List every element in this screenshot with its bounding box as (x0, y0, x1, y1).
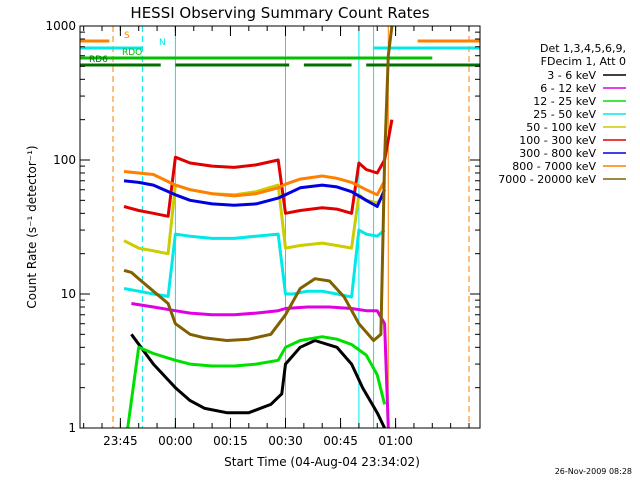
legend-entry-label: 800 - 7000 keV (512, 160, 596, 173)
y-tick-label: 100 (53, 153, 76, 167)
legend-entry-label: 3 - 6 keV (547, 69, 596, 82)
series-line (123, 179, 386, 208)
y-axis: 1 10 100 1000 (45, 19, 480, 435)
legend-header-line-1: Det 1,3,4,5,6,9, (540, 42, 626, 55)
y-tick-label: 1000 (45, 19, 76, 33)
x-tick-label: 00:15 (213, 434, 248, 448)
legend: Det 1,3,4,5,6,9, FDecim 1, Att 0 3 - 6 k… (498, 42, 626, 186)
series-lines (123, 25, 394, 429)
x-tick-label: 01:00 (378, 434, 413, 448)
legend-entry-label: 50 - 100 keV (526, 121, 596, 134)
x-axis: 23:45 00:00 00:15 00:30 00:45 01:00 (83, 26, 470, 448)
legend-entry-label: 7000 - 20000 keV (498, 173, 596, 186)
flag-label: RDO (122, 48, 142, 58)
legend-entry-label: 12 - 25 keV (533, 95, 596, 108)
x-axis-label: Start Time (04-Aug-04 23:34:02) (224, 455, 420, 469)
legend-entry-label: 25 - 50 keV (533, 108, 596, 121)
x-tick-label: 00:00 (158, 434, 193, 448)
legend-entry-label: 300 - 800 keV (519, 147, 596, 160)
y-axis-label: Count Rate (s⁻¹ detector⁻¹) (25, 145, 39, 308)
series-line (126, 335, 387, 429)
series-line (123, 228, 386, 299)
legend-entry-label: 6 - 12 keV (540, 82, 596, 95)
y-tick-label: 1 (68, 421, 76, 435)
series-line (123, 170, 386, 198)
series-line (130, 333, 386, 429)
chart-title: HESSI Observing Summary Count Rates (130, 4, 429, 22)
legend-header-line-2: FDecim 1, Att 0 (541, 55, 626, 68)
flag-label: RD6 (89, 55, 108, 65)
x-tick-label: 00:45 (323, 434, 358, 448)
series-line (123, 25, 394, 342)
flag-label: S (124, 31, 130, 41)
status-flags: S N RDO RD6 (80, 31, 480, 67)
plot-frame (79, 25, 481, 429)
flag-label: N (159, 38, 166, 48)
footer-timestamp: 26-Nov-2009 08:28 (555, 467, 632, 476)
series-line (131, 302, 390, 429)
x-tick-label: 00:30 (268, 434, 303, 448)
x-tick-label: 23:45 (103, 434, 138, 448)
y-tick-label: 10 (61, 287, 76, 301)
legend-entry-label: 100 - 300 keV (519, 134, 596, 147)
